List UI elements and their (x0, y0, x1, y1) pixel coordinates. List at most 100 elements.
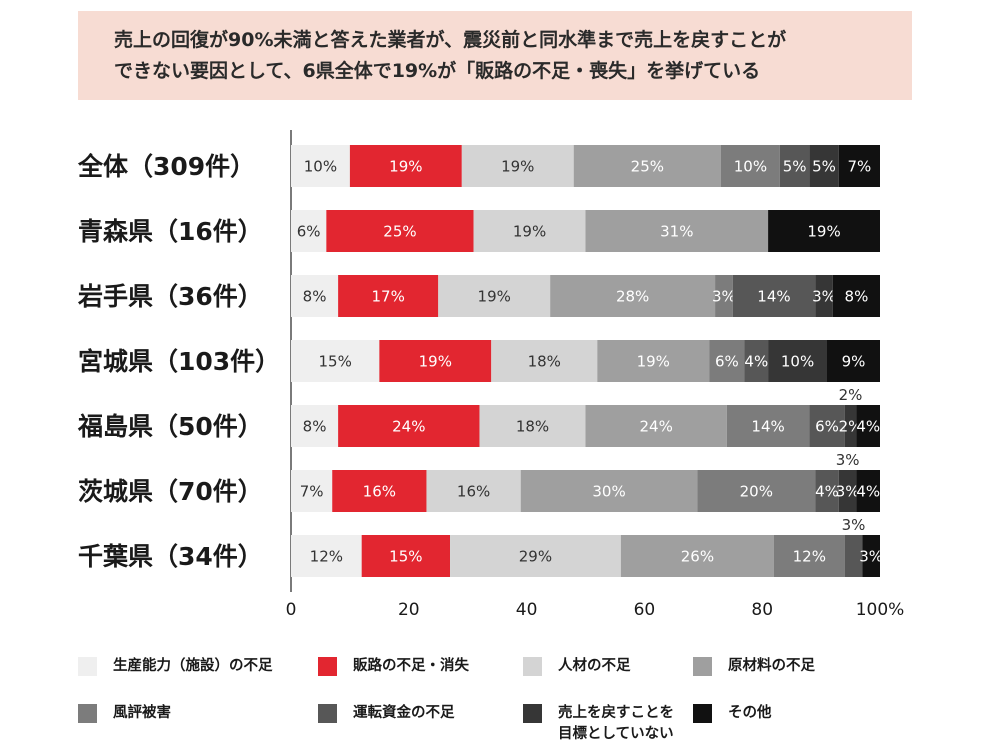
bar-segment (585, 405, 727, 447)
bar-segment (838, 145, 880, 187)
bar-segment (291, 275, 339, 317)
data-label: 3% (859, 548, 883, 566)
data-label: 7% (847, 158, 871, 176)
bar-segment (744, 340, 769, 382)
bar-segment (773, 535, 845, 577)
bar-segment (379, 340, 492, 382)
data-label: 4% (856, 418, 880, 436)
bar-segment (585, 210, 769, 252)
x-tick-label: 60 (634, 600, 656, 620)
data-label: 17% (372, 288, 405, 306)
bar-segment (856, 405, 880, 447)
bar-segment (338, 405, 480, 447)
data-label: 30% (592, 483, 625, 501)
bar-segment (450, 535, 621, 577)
data-label: 10% (734, 158, 767, 176)
data-label: 18% (528, 353, 561, 371)
bar-segment (720, 145, 780, 187)
bar-segment (815, 275, 833, 317)
bar-segment (438, 275, 551, 317)
data-label: 7% (300, 483, 324, 501)
bar-segment (597, 340, 710, 382)
data-label: 31% (660, 223, 693, 241)
data-label: 25% (631, 158, 664, 176)
category-label: 千葉県（34件） (78, 542, 263, 571)
bar-segment (768, 210, 880, 252)
category-label: 茨城県（70件） (78, 477, 263, 506)
data-label: 5% (783, 158, 807, 176)
bar-segment (550, 275, 716, 317)
bar-segment (697, 470, 816, 512)
bar-segment (520, 470, 698, 512)
bar-segment (838, 470, 857, 512)
data-label: 19% (478, 288, 511, 306)
bar-segment (620, 535, 774, 577)
bar-segment (291, 340, 380, 382)
data-label: 8% (303, 418, 327, 436)
data-label: 19% (389, 158, 422, 176)
bar-segment (291, 470, 333, 512)
data-label: 3% (712, 288, 736, 306)
outside-data-label: 2% (839, 386, 863, 404)
headline-line-2: できない要因として、6県全体で19%が「販路の不足・喪失」を挙げている (114, 60, 761, 82)
bar-segment (426, 470, 521, 512)
data-label: 6% (815, 418, 839, 436)
data-label: 4% (744, 353, 768, 371)
data-label: 19% (807, 223, 840, 241)
headline-banner: 売上の回復が90%未満と答えた業者が、震災前と同水準まで売上を戻すことが できな… (78, 11, 912, 100)
data-label: 14% (757, 288, 790, 306)
bar-segment (809, 405, 845, 447)
x-tick-label: 100% (856, 600, 905, 620)
x-tick-label: 80 (751, 600, 773, 620)
data-label: 6% (297, 223, 321, 241)
data-label: 29% (519, 548, 552, 566)
data-label: 26% (681, 548, 714, 566)
outside-data-label: 3% (836, 451, 860, 469)
x-tick-label: 20 (398, 600, 420, 620)
bar-segment (844, 535, 863, 577)
data-label: 25% (383, 223, 416, 241)
bar-segment (349, 145, 462, 187)
category-label: 宮城県（103件） (78, 347, 280, 376)
data-label: 10% (304, 158, 337, 176)
bar-segment (715, 275, 733, 317)
bar-segment (332, 470, 427, 512)
bar-segment (291, 145, 350, 187)
bar-segment (338, 275, 439, 317)
data-label: 6% (715, 353, 739, 371)
bar-segment (573, 145, 721, 187)
data-label: 10% (781, 353, 814, 371)
data-label: 19% (501, 158, 534, 176)
bar-segment (856, 470, 880, 512)
bar-segment (768, 340, 827, 382)
data-label: 16% (457, 483, 490, 501)
x-tick-label: 0 (286, 600, 297, 620)
data-label: 24% (392, 418, 425, 436)
bar-segment (826, 340, 880, 382)
bar-segment (815, 470, 839, 512)
bar-segment (291, 210, 327, 252)
category-label: 青森県（16件） (78, 217, 263, 246)
bar-segment (473, 210, 586, 252)
data-label: 28% (616, 288, 649, 306)
data-label: 8% (845, 288, 869, 306)
outside-data-label: 3% (842, 516, 866, 534)
data-label: 4% (856, 483, 880, 501)
data-label: 3% (836, 483, 860, 501)
bar-segment (479, 405, 586, 447)
category-label: 全体（309件） (77, 152, 255, 181)
bar-segment (832, 275, 880, 317)
data-label: 5% (812, 158, 836, 176)
bar-segment (361, 535, 451, 577)
bar-segment (326, 210, 474, 252)
data-label: 3% (812, 288, 836, 306)
bar-segment (779, 145, 810, 187)
x-tick-label: 40 (516, 600, 538, 620)
data-label: 15% (389, 548, 422, 566)
data-label: 4% (815, 483, 839, 501)
data-label: 18% (516, 418, 549, 436)
bar-segment (726, 405, 810, 447)
data-label: 12% (310, 548, 343, 566)
data-label: 15% (319, 353, 352, 371)
